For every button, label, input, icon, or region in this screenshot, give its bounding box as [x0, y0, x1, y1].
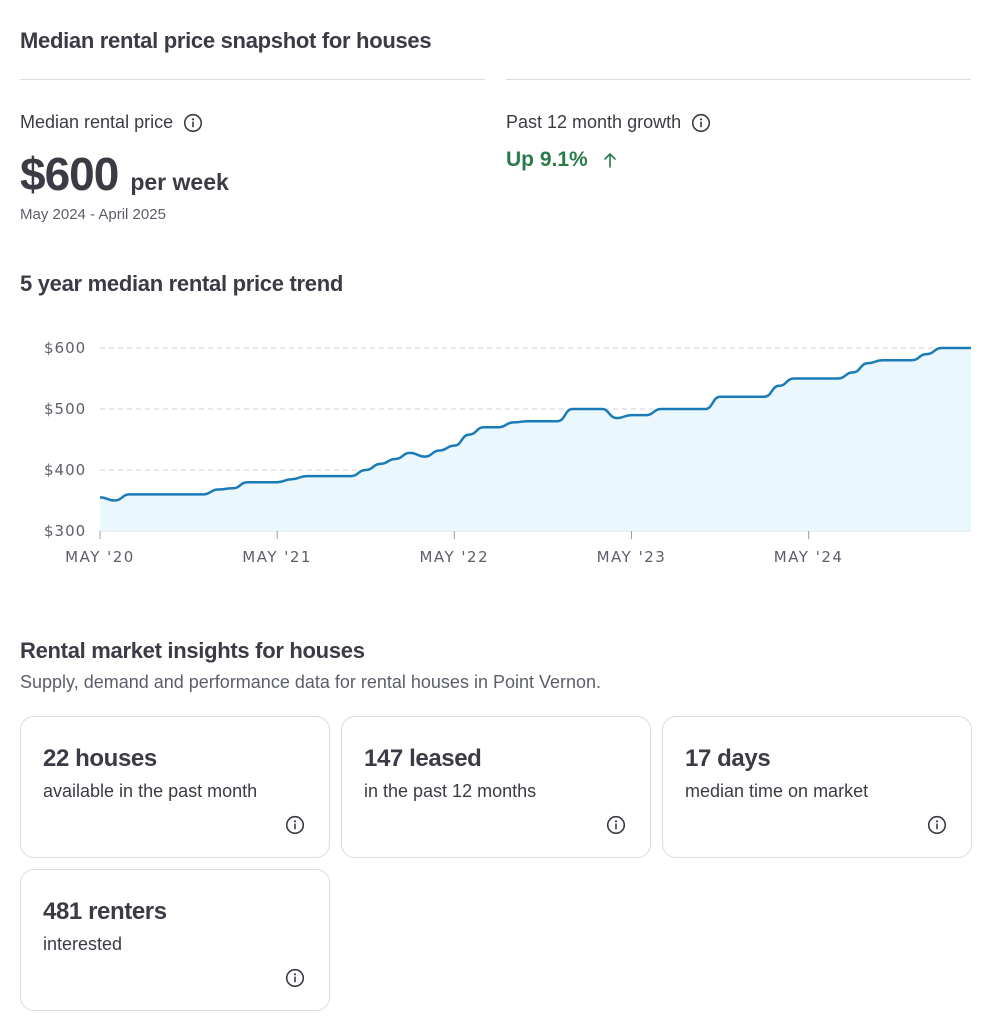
- divider: [20, 79, 485, 80]
- info-icon[interactable]: [691, 113, 711, 133]
- median-price-value: $600: [20, 148, 119, 200]
- info-icon[interactable]: [183, 113, 203, 133]
- info-icon[interactable]: [927, 815, 947, 835]
- info-icon[interactable]: [285, 815, 305, 835]
- median-price-unit: per week: [130, 169, 229, 195]
- x-tick-label: MAY '23: [597, 548, 667, 566]
- card-title: 22 houses: [43, 745, 157, 772]
- card-description: interested: [43, 934, 123, 954]
- x-tick-label: MAY '22: [419, 548, 489, 566]
- y-tick-label: $600: [44, 339, 86, 357]
- info-icon[interactable]: [285, 968, 305, 988]
- card-description: median time on market: [685, 781, 869, 801]
- card-description: available in the past month: [43, 781, 258, 801]
- card-title: 17 days: [685, 745, 771, 772]
- trend-chart: $600 $500 $400 $300 MAY '20 MAY '21 MAY '22 MA…: [44, 339, 971, 566]
- growth-value: Up 9.1%: [506, 148, 588, 171]
- y-tick-label: $300: [44, 522, 86, 540]
- median-price-label-row: Median rental price: [20, 112, 203, 133]
- arrow-up-icon: [602, 151, 618, 169]
- y-tick-label: $400: [44, 461, 86, 479]
- insights-subtitle: Supply, demand and performance data for …: [20, 672, 602, 692]
- x-tick-label: MAY '21: [242, 548, 312, 566]
- card-title: 481 renters: [43, 898, 167, 925]
- median-price-period: May 2024 - April 2025: [20, 206, 166, 223]
- divider: [506, 79, 971, 80]
- insight-card-renters: 481 renters interested: [20, 869, 330, 1011]
- chart-area-fill: [100, 348, 971, 531]
- y-tick-label: $500: [44, 400, 86, 418]
- growth-label: Past 12 month growth: [506, 112, 682, 132]
- growth-value-row: Up 9.1%: [506, 148, 618, 172]
- x-tick-label: MAY '20: [65, 548, 135, 566]
- snapshot-title: Median rental price snapshot for houses: [20, 28, 432, 53]
- card-title: 147 leased: [364, 745, 482, 772]
- info-icon[interactable]: [606, 815, 626, 835]
- insight-card-days: 17 days median time on market: [662, 716, 972, 858]
- x-tick-label: MAY '24: [774, 548, 844, 566]
- insights-title: Rental market insights for houses: [20, 638, 365, 663]
- insight-card-houses: 22 houses available in the past month: [20, 716, 330, 858]
- median-price-label: Median rental price: [20, 112, 174, 132]
- growth-label-row: Past 12 month growth: [506, 112, 711, 133]
- trend-title: 5 year median rental price trend: [20, 271, 343, 296]
- card-description: in the past 12 months: [364, 781, 537, 801]
- chart-series-line: [99, 346, 971, 502]
- insight-card-leased: 147 leased in the past 12 months: [341, 716, 651, 858]
- median-price: $600 per week: [20, 147, 229, 201]
